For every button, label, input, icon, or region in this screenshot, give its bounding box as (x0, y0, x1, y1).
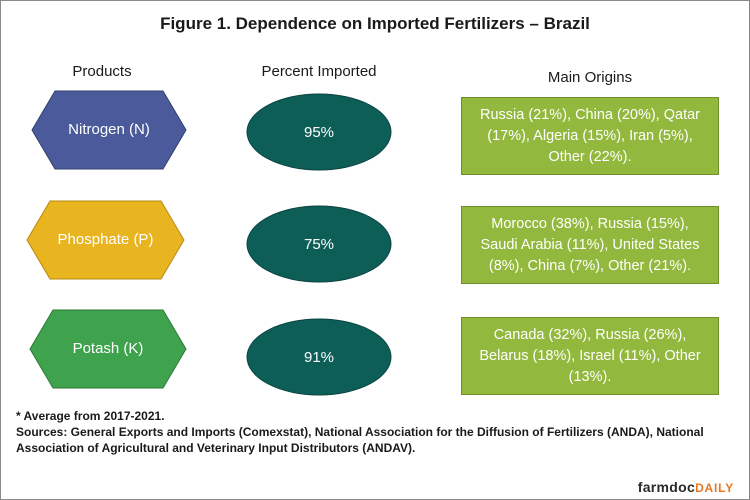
figure-title: Figure 1. Dependence on Imported Fertili… (160, 14, 590, 33)
product-label-nitrogen: Nitrogen (N) (68, 121, 150, 138)
origins-box-potash: Canada (32%), Russia (26%), Belarus (18%… (461, 317, 719, 395)
origins-box-phosphate: Morocco (38%), Russia (15%), Saudi Arabi… (461, 206, 719, 284)
percent-label-potash: 91% (303, 349, 335, 366)
brand-logo: farmdocDAILY (638, 479, 734, 495)
origins-text-phosphate: Morocco (38%), Russia (15%), Saudi Arabi… (480, 215, 700, 274)
product-hexagon-phosphate (26, 200, 185, 280)
percent-oval-phosphate (246, 205, 392, 283)
percent-oval-nitrogen (246, 93, 392, 171)
product-label-phosphate: Phosphate (P) (57, 231, 154, 248)
brand-daily: DAILY (695, 481, 734, 495)
product-hexagon-nitrogen (31, 90, 187, 170)
origins-text-potash: Canada (32%), Russia (26%), Belarus (18%… (479, 326, 701, 385)
footnote-average: * Average from 2017-2021. (16, 409, 165, 423)
brand-farmdoc: farmdoc (637, 479, 696, 495)
footnote: * Average from 2017-2021. Sources: Gener… (16, 408, 736, 456)
product-hexagon-potash (29, 309, 187, 389)
origins-text-nitrogen: Russia (21%), China (20%), Qatar (17%), … (480, 106, 700, 165)
percent-label-phosphate: 75% (303, 236, 335, 253)
percent-label-nitrogen: 95% (303, 124, 335, 141)
percent-oval-potash (246, 318, 392, 396)
column-header-main-origins: Main Origins (547, 69, 633, 86)
footnote-sources: Sources: General Exports and Imports (Co… (16, 425, 704, 455)
column-header-percent-imported: Percent Imported (261, 63, 377, 80)
product-label-potash: Potash (K) (72, 340, 144, 357)
column-header-products: Products (72, 63, 132, 80)
origins-box-nitrogen: Russia (21%), China (20%), Qatar (17%), … (461, 97, 719, 175)
